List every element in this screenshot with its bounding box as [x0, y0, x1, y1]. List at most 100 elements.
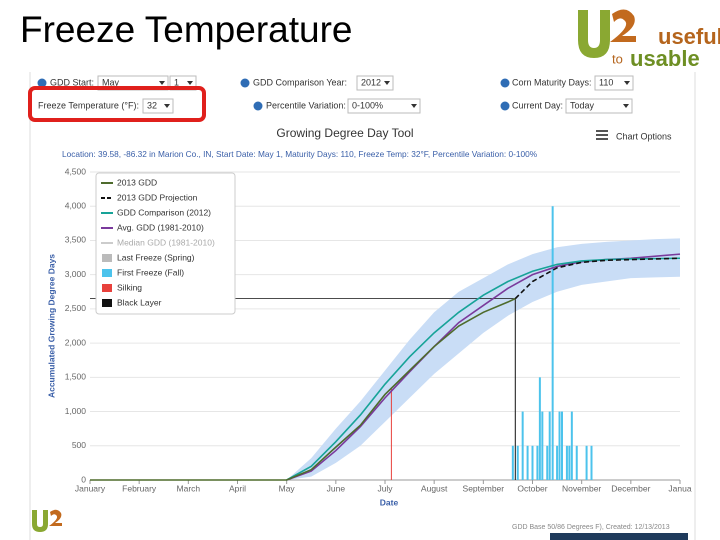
legend-swatch[interactable]: [102, 284, 112, 292]
freeze-bar: [558, 411, 561, 480]
dropdown-arrow[interactable]: [623, 104, 629, 108]
chart-options-label[interactable]: Chart Options: [616, 131, 672, 141]
x-tick-label: June: [327, 483, 346, 493]
dropdown[interactable]: [142, 98, 174, 114]
legend-swatch[interactable]: [102, 254, 112, 262]
legend-label[interactable]: GDD Comparison (2012): [117, 207, 211, 217]
y-tick-label: 1,000: [65, 406, 87, 416]
info-icon[interactable]: [500, 78, 510, 88]
x-tick-label: Janua: [668, 483, 691, 493]
freeze-bar: [551, 206, 554, 480]
x-tick-label: May: [279, 483, 296, 493]
control-label: GDD Start:: [50, 77, 94, 87]
freeze-bar: [511, 445, 514, 480]
legend-label[interactable]: 2013 GDD Projection: [117, 192, 198, 202]
y-tick-label: 3,500: [65, 235, 87, 245]
dropdown-arrow[interactable]: [159, 81, 165, 85]
freeze-bar: [585, 445, 588, 480]
freeze-bar: [561, 411, 563, 480]
x-tick-label: December: [611, 483, 650, 493]
legend-label[interactable]: Median GDD (1981-2010): [117, 237, 215, 247]
dropdown-arrow[interactable]: [624, 81, 630, 85]
freeze-bar: [541, 411, 544, 480]
freeze-bar: [570, 411, 573, 480]
legend-label[interactable]: Black Layer: [117, 297, 162, 307]
dropdown-arrow[interactable]: [384, 81, 390, 85]
logo: useful to usable: [578, 9, 720, 71]
plot: 0 500 1,000 1,500 2,000 2,500 3,000 3,500 4,000 4…: [65, 166, 692, 493]
controls: GDD Start: May 1 GDD Comparison Year: 2012 Co…: [37, 75, 634, 114]
x-axis-label: Date: [380, 497, 399, 507]
dropdown-value[interactable]: Today: [570, 100, 595, 110]
y-tick-label: 3,000: [65, 269, 87, 279]
dropdown-value[interactable]: May: [102, 77, 120, 87]
menu-icon: [596, 130, 608, 140]
info-icon[interactable]: [500, 101, 510, 111]
slide-title: Freeze Temperature: [20, 9, 352, 50]
y-tick-label: 500: [72, 440, 86, 450]
legend-swatch[interactable]: [102, 269, 112, 277]
legend-label[interactable]: Avg. GDD (1981-2010): [117, 222, 204, 232]
dropdown-arrow[interactable]: [411, 104, 417, 108]
x-tick-label: July: [377, 483, 393, 493]
logo-word: useful: [658, 24, 720, 49]
control-label: Freeze Temperature (°F):: [38, 100, 139, 110]
x-tick-label: September: [463, 483, 505, 493]
series-line: [286, 257, 681, 481]
logo-2: [610, 9, 636, 43]
legend-box: [95, 172, 236, 315]
dropdown[interactable]: [565, 98, 633, 114]
highlight-box: [28, 86, 206, 122]
freeze-bar: [538, 377, 541, 480]
y-tick-label: 0: [81, 474, 86, 484]
legend-label[interactable]: First Freeze (Fall): [117, 267, 184, 277]
x-tick-label: January: [75, 483, 106, 493]
x-tick-label: April: [229, 483, 246, 493]
dropdown-arrow[interactable]: [164, 104, 170, 108]
legend-label[interactable]: Silking: [117, 282, 142, 292]
dropdown-value[interactable]: 2012: [361, 77, 381, 87]
y-tick-label: 2,500: [65, 303, 87, 313]
legend-label[interactable]: 2013 GDD: [117, 177, 157, 187]
footer-bar: [550, 533, 688, 540]
freeze-bar: [548, 411, 551, 480]
chart-options-button[interactable]: Chart Options: [596, 130, 672, 141]
freeze-bar: [516, 445, 519, 480]
x-tick-label: March: [177, 483, 201, 493]
dropdown[interactable]: [356, 75, 394, 91]
legend-swatch[interactable]: [102, 299, 112, 307]
series-line: [90, 297, 516, 481]
x-tick-label: October: [517, 483, 547, 493]
logo-word: usable: [630, 46, 700, 71]
x-tick-label: February: [122, 483, 157, 493]
y-tick-label: 2,000: [65, 337, 87, 347]
freeze-bar: [568, 445, 571, 480]
percentile-band: [286, 238, 680, 480]
info-icon[interactable]: [240, 78, 250, 88]
y-axis-label: Accumulated Growing Degree Days: [46, 254, 56, 398]
small-logo: [32, 509, 62, 532]
control-label: GDD Comparison Year:: [253, 77, 347, 87]
legend-label[interactable]: Last Freeze (Spring): [117, 252, 195, 262]
dropdown-value[interactable]: 0-100%: [352, 100, 383, 110]
dropdown[interactable]: [594, 75, 634, 91]
info-icon[interactable]: [253, 101, 263, 111]
freeze-bar: [536, 445, 539, 480]
chart-title: Growing Degree Day Tool: [276, 126, 413, 140]
logo-u: [32, 510, 48, 532]
dropdown-value[interactable]: 110: [599, 77, 613, 87]
freeze-bar: [590, 445, 593, 480]
dropdown-value[interactable]: 1: [174, 77, 179, 87]
dropdown-arrow[interactable]: [187, 81, 193, 85]
freeze-bar: [526, 445, 529, 480]
footer: GDD Base 50/86 Degrees F), Created: 12/1…: [512, 524, 670, 531]
logo-word: to: [612, 51, 623, 66]
freeze-bar: [556, 445, 559, 480]
y-tick-label: 1,500: [65, 372, 87, 382]
series-line: [514, 257, 681, 300]
dropdown[interactable]: [347, 98, 421, 114]
info-icon[interactable]: [37, 78, 47, 88]
logo-u: [578, 10, 610, 58]
dropdown-value[interactable]: 32: [147, 100, 157, 110]
